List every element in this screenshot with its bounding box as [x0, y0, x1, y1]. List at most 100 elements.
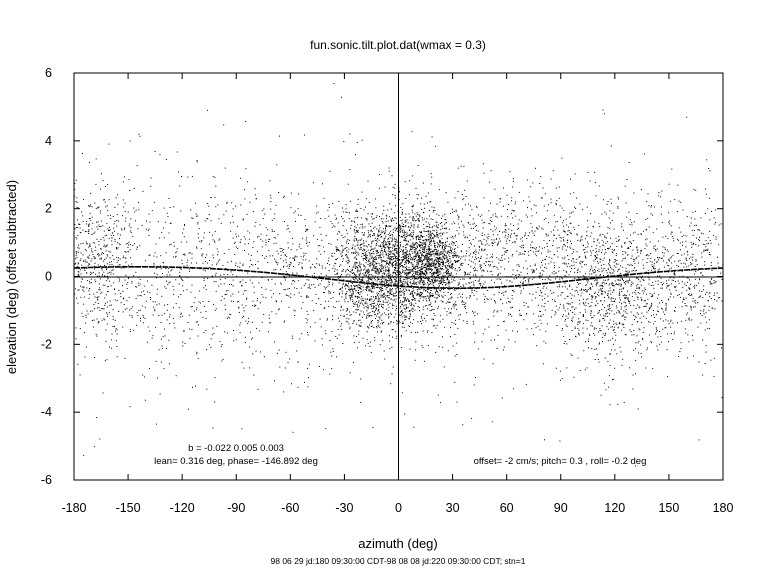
scatter-point: [599, 275, 601, 277]
scatter-point: [97, 221, 99, 223]
scatter-point: [411, 248, 413, 250]
scatter-point: [371, 243, 373, 245]
scatter-point: [417, 259, 419, 261]
scatter-point: [404, 300, 406, 302]
scatter-point: [455, 323, 457, 325]
scatter-point: [563, 335, 565, 337]
scatter-point: [446, 240, 448, 242]
scatter-point: [568, 259, 570, 260]
scatter-point: [405, 269, 407, 270]
scatter-point: [385, 279, 387, 281]
scatter-point: [603, 257, 605, 259]
scatter-point: [644, 248, 646, 250]
scatter-point: [639, 286, 641, 288]
scatter-point: [395, 263, 397, 265]
scatter-point: [660, 196, 662, 198]
scatter-point: [413, 304, 415, 306]
scatter-point: [460, 258, 461, 260]
scatter-point: [129, 223, 131, 225]
scatter-point: [412, 235, 414, 237]
scatter-point: [574, 328, 576, 329]
scatter-point: [428, 261, 430, 263]
scatter-point: [633, 334, 635, 336]
scatter-point: [569, 285, 570, 287]
scatter-point: [410, 310, 412, 312]
scatter-point: [483, 197, 485, 199]
scatter-point: [401, 326, 403, 328]
scatter-point: [398, 254, 400, 256]
scatter-point: [657, 349, 659, 351]
scatter-point: [109, 264, 111, 266]
scatter-point: [504, 236, 506, 238]
scatter-point: [356, 254, 358, 256]
scatter-point: [383, 245, 385, 247]
scatter-point: [399, 314, 401, 316]
scatter-point: [418, 300, 420, 302]
scatter-point: [628, 270, 630, 272]
scatter-point: [405, 262, 407, 264]
scatter-point: [426, 315, 428, 316]
scatter-point: [498, 241, 500, 243]
scatter-point: [525, 302, 527, 304]
scatter-point: [504, 285, 505, 287]
scatter-point: [564, 341, 566, 342]
scatter-point: [418, 300, 420, 302]
scatter-point: [102, 237, 104, 239]
scatter-point: [657, 306, 659, 308]
scatter-point: [525, 214, 527, 216]
scatter-point: [545, 263, 546, 265]
scatter-point: [399, 225, 401, 227]
scatter-point: [420, 278, 422, 280]
scatter-point: [442, 257, 444, 259]
scatter-point: [420, 235, 422, 237]
scatter-point: [556, 220, 558, 222]
scatter-point: [439, 240, 441, 242]
scatter-point: [436, 231, 438, 233]
scatter-point: [363, 242, 365, 244]
scatter-point: [497, 243, 499, 245]
scatter-point: [651, 342, 652, 344]
scatter-point: [601, 285, 603, 287]
scatter-point: [619, 273, 621, 275]
scatter-point: [390, 286, 392, 287]
scatter-point: [368, 274, 370, 276]
scatter-point: [474, 269, 476, 271]
scatter-point: [470, 243, 472, 245]
scatter-point: [350, 297, 351, 299]
scatter-point: [364, 252, 366, 254]
scatter-point: [511, 306, 513, 308]
scatter-point: [608, 264, 610, 266]
scatter-point: [422, 277, 424, 279]
scatter-point: [447, 251, 449, 253]
scatter-point: [565, 263, 567, 265]
scatter-point: [376, 308, 377, 310]
scatter-point: [391, 290, 393, 292]
scatter-point: [597, 270, 598, 271]
scatter-point: [421, 278, 423, 279]
scatter-point: [640, 250, 642, 252]
scatter-point: [574, 271, 576, 273]
scatter-point: [626, 247, 628, 249]
scatter-point: [531, 272, 533, 274]
scatter-point: [576, 272, 578, 273]
scatter-point: [444, 262, 446, 264]
scatter-point: [419, 245, 421, 247]
scatter-point: [390, 256, 392, 258]
scatter-point: [109, 251, 111, 253]
scatter-point: [402, 256, 404, 258]
scatter-point: [358, 273, 360, 275]
scatter-point: [349, 289, 351, 291]
scatter-point: [478, 246, 480, 248]
scatter-point: [395, 256, 397, 258]
scatter-point: [616, 284, 618, 285]
scatter-point: [461, 251, 462, 253]
scatter-point: [530, 250, 532, 251]
scatter-point: [409, 239, 411, 241]
scatter-point: [510, 275, 512, 277]
scatter-point: [391, 220, 393, 222]
scatter-point: [372, 248, 374, 250]
scatter-point: [499, 287, 500, 289]
scatter-point: [455, 209, 457, 211]
scatter-point: [490, 219, 492, 221]
scatter-point: [424, 277, 426, 279]
